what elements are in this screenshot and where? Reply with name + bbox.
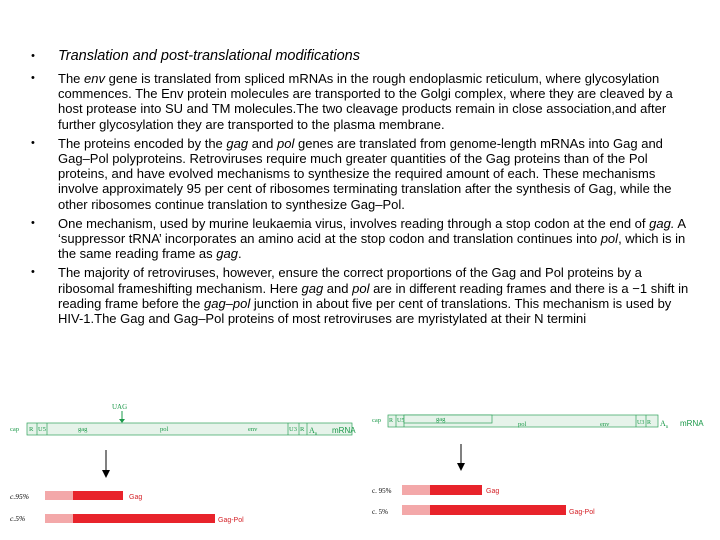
gag-pol-protein-label: Gag-Pol xyxy=(569,509,595,516)
stop-codon-label: UAG xyxy=(112,403,127,411)
italic-term: pol xyxy=(277,135,295,151)
bullet-list: • Translation and post-translational mod… xyxy=(28,48,698,330)
gag-pol-protein-light xyxy=(45,514,73,523)
italic-term: gag. xyxy=(649,215,675,231)
poly-a-label: An xyxy=(660,419,669,430)
mrna-label: mRNA xyxy=(680,419,704,428)
paragraph-frameshift: The majority of retroviruses, however, e… xyxy=(58,265,689,327)
translation-arrowhead xyxy=(102,470,110,478)
gag-protein-light xyxy=(45,491,73,500)
paragraph-bullet: • The majority of retroviruses, however, … xyxy=(28,265,698,326)
italic-term: env xyxy=(84,71,105,86)
mrna-bar xyxy=(26,422,353,436)
gag-frame-bar xyxy=(403,414,493,424)
slide-heading: Translation and post-translational modif… xyxy=(58,48,360,64)
bullet-marker: • xyxy=(31,266,35,279)
u3-segment-label: U3 xyxy=(289,426,297,433)
italic-term: pol xyxy=(352,280,370,296)
gag-segment-label: gag xyxy=(436,416,446,423)
env-segment-label: env xyxy=(600,421,610,428)
r2-segment-label: R xyxy=(300,426,305,433)
gag-protein-bar xyxy=(73,491,123,500)
gag-protein-label: Gag xyxy=(486,488,499,495)
pol-segment-label: pol xyxy=(518,421,527,428)
bullet-marker: • xyxy=(31,216,35,229)
paragraph-env: The env gene is translated from spliced … xyxy=(58,71,673,132)
paragraph-bullet: • The proteins encoded by the gag and pol… xyxy=(28,136,698,212)
poly-a-label: An xyxy=(309,426,318,437)
u3-segment-label: U3 xyxy=(637,420,644,426)
pol-segment-label: pol xyxy=(160,426,169,433)
paragraph-bullet: • One mechanism, used by murine leukaemia… xyxy=(28,216,698,262)
env-segment-label: env xyxy=(248,426,258,433)
u5-segment-label: U5 xyxy=(38,426,46,433)
gag-pol-protein-light xyxy=(402,505,430,515)
u5-segment-label: U5 xyxy=(397,418,404,424)
gag-percent-label: c.95% xyxy=(10,492,29,501)
italic-term: pol xyxy=(600,231,619,247)
gag-protein-label: Gag xyxy=(129,494,142,501)
bullet-marker: • xyxy=(31,136,35,149)
gag-protein-bar xyxy=(430,485,482,495)
heading-bullet: • Translation and post-translational mod… xyxy=(28,48,698,65)
translation-arrowhead xyxy=(457,463,465,471)
frameshift-diagram: cap R U5 gag pol env U3 R An mRNA c. 95%… xyxy=(372,414,704,516)
gag-pol-protein-bar xyxy=(73,514,215,523)
mrna-label: mRNA xyxy=(332,426,356,435)
r-segment-label: R xyxy=(389,418,393,424)
stop-codon-arrowhead xyxy=(119,419,125,423)
paragraph-gag-pol: The proteins encoded by the gag and pol … xyxy=(58,135,672,212)
gag-protein-light xyxy=(402,485,430,495)
gag-pol-percent-label: c. 5% xyxy=(372,508,388,516)
bullet-marker: • xyxy=(31,50,35,62)
italic-term: gag–pol xyxy=(203,295,251,311)
bullet-marker: • xyxy=(31,72,35,84)
readthrough-diagram: UAG cap R U5 gag pol env U3 R An mRNA c.… xyxy=(10,403,356,524)
gag-percent-label: c. 95% xyxy=(372,487,392,495)
cap-label: cap xyxy=(10,426,19,433)
gag-pol-percent-label: c.5% xyxy=(10,514,25,523)
italic-term: gag xyxy=(301,280,324,296)
r2-segment-label: R xyxy=(647,420,651,426)
paragraph-readthrough: One mechanism, used by murine leukaemia … xyxy=(58,215,686,262)
cap-label: cap xyxy=(372,417,381,424)
gag-pol-protein-label: Gag-Pol xyxy=(218,517,244,524)
paragraph-bullet: • The env gene is translated from spliced… xyxy=(28,71,698,132)
gag-segment-label: gag xyxy=(78,426,88,433)
italic-term: gag xyxy=(216,246,238,262)
italic-term: gag xyxy=(226,135,249,151)
r-segment-label: R xyxy=(29,426,34,433)
gag-pol-protein-bar xyxy=(430,505,566,515)
